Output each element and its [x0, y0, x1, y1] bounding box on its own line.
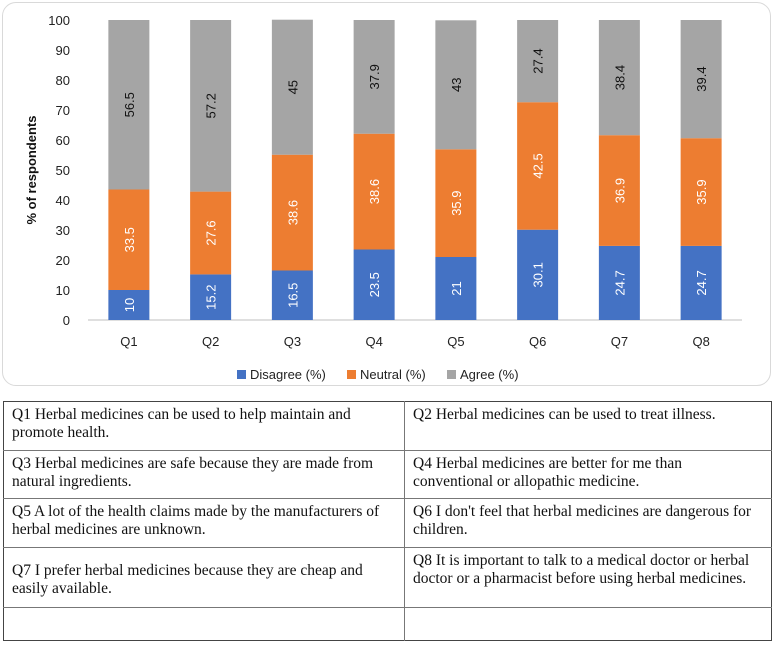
- x-tick-label: Q3: [284, 334, 301, 349]
- bar-segment: [271, 19, 313, 155]
- table-row-empty: [3, 607, 772, 641]
- bar-segment: [680, 138, 722, 246]
- x-tick-label: Q5: [447, 334, 464, 349]
- bar-segment: [435, 149, 477, 257]
- y-tick-label: 30: [56, 223, 70, 238]
- empty-cell: [3, 607, 405, 641]
- statement-q7: Q7 I prefer herbal medicines because the…: [3, 547, 405, 609]
- bar-segment: [108, 189, 150, 290]
- data-label: 24.7: [694, 270, 709, 295]
- data-label: 10: [122, 298, 137, 312]
- data-label: 15.2: [204, 285, 219, 310]
- statement-q6: Q6 I don't feel that herbal medicines ar…: [404, 498, 772, 548]
- bar-segment: [680, 245, 722, 320]
- legend-swatch: [237, 370, 246, 379]
- x-tick-label: Q1: [120, 334, 137, 349]
- legend-entry: Neutral (%): [360, 367, 426, 382]
- data-label: 21: [449, 281, 464, 295]
- data-label: 57.2: [204, 93, 219, 118]
- y-axis-ticks: 0 10 20 30 40 50 60 70 80 90 100: [48, 13, 70, 328]
- bar-segment: [108, 20, 150, 190]
- y-tick-label: 90: [56, 43, 70, 58]
- empty-cell: [405, 608, 772, 641]
- data-label: 27.4: [531, 48, 546, 73]
- data-label: 42.5: [531, 153, 546, 178]
- legend: Disagree (%) Neutral (%) Agree (%): [237, 367, 519, 382]
- y-axis-label: % of respondents: [24, 115, 39, 224]
- table-row: Q3 Herbal medicines are safe because the…: [3, 450, 772, 500]
- statement-q5: Q5 A lot of the health claims made by th…: [3, 498, 405, 548]
- bar-segment: [435, 20, 477, 150]
- y-tick-label: 80: [56, 73, 70, 88]
- data-label: 37.9: [367, 64, 382, 89]
- data-label: 39.4: [694, 66, 709, 91]
- table-row: Q5 A lot of the health claims made by th…: [3, 498, 772, 548]
- bar-segment: [517, 229, 559, 320]
- bar-segment: [353, 249, 395, 320]
- data-label: 27.6: [204, 220, 219, 245]
- x-tick-label: Q6: [529, 334, 546, 349]
- table-row: Q1 Herbal medicines can be used to help …: [3, 401, 772, 451]
- y-tick-label: 100: [48, 13, 70, 28]
- x-tick-label: Q8: [692, 334, 709, 349]
- bar-segment: [353, 20, 395, 134]
- x-tick-label: Q2: [202, 334, 219, 349]
- statement-q2: Q2 Herbal medicines can be used to treat…: [404, 401, 772, 451]
- y-tick-label: 40: [56, 193, 70, 208]
- bar-segment: [190, 191, 232, 275]
- bar-segment: [353, 133, 395, 250]
- data-label: 30.1: [531, 262, 546, 287]
- x-tick-label: Q4: [365, 334, 382, 349]
- legend-swatch: [347, 370, 356, 379]
- data-label: 16.5: [285, 283, 300, 308]
- bar-segment: [598, 20, 640, 136]
- y-tick-label: 60: [56, 133, 70, 148]
- x-tick-label: Q7: [611, 334, 628, 349]
- table-row: Q7 I prefer herbal medicines because the…: [3, 547, 772, 609]
- legend-entry: Agree (%): [460, 367, 519, 382]
- data-label: 43: [449, 78, 464, 92]
- y-tick-label: 10: [56, 283, 70, 298]
- data-label: 36.9: [612, 178, 627, 203]
- bar-segment: [517, 102, 559, 230]
- bar-segment: [190, 20, 232, 192]
- y-tick-label: 0: [63, 313, 70, 328]
- bar-segment: [190, 274, 232, 320]
- bar-segment: [435, 257, 477, 320]
- bar-segment: [680, 20, 722, 139]
- x-axis-ticks: Q1 Q2 Q3 Q4 Q5 Q6 Q7 Q8: [120, 334, 710, 349]
- bars: 10 33.5 56.5 15.2 27.6 57.2 16.5 38.6 45 23.5 38.6…: [108, 19, 722, 320]
- data-label: 56.5: [122, 92, 137, 117]
- data-label: 23.5: [367, 272, 382, 297]
- statement-q8: Q8 It is important to talk to a medical …: [404, 547, 772, 609]
- data-label: 38.6: [367, 179, 382, 204]
- data-label: 24.7: [612, 270, 627, 295]
- legend-entry: Disagree (%): [250, 367, 326, 382]
- legend-swatch: [447, 370, 456, 379]
- bar-segment: [108, 290, 150, 320]
- bar-segment: [517, 20, 559, 103]
- statement-q3: Q3 Herbal medicines are safe because the…: [3, 450, 405, 500]
- y-tick-label: 50: [56, 163, 70, 178]
- bar-segment: [271, 154, 313, 271]
- statement-q1: Q1 Herbal medicines can be used to help …: [3, 401, 405, 451]
- bar-segment: [598, 245, 640, 320]
- statement-q4: Q4 Herbal medicines are better for me th…: [404, 450, 772, 500]
- data-label: 38.6: [285, 200, 300, 225]
- stacked-bar-chart: 0 10 20 30 40 50 60 70 80 90 100 10 33.5 56.5 15.2 27.…: [24, 13, 742, 382]
- bar-segment: [271, 270, 313, 320]
- statements-table: Q1 Herbal medicines can be used to help …: [3, 401, 772, 641]
- y-tick-label: 20: [56, 253, 70, 268]
- bar-segment: [598, 135, 640, 246]
- data-label: 33.5: [122, 227, 137, 252]
- data-label: 35.9: [694, 179, 709, 204]
- y-tick-label: 70: [56, 103, 70, 118]
- data-label: 45: [285, 80, 300, 94]
- data-label: 38.4: [612, 65, 627, 90]
- data-label: 35.9: [449, 190, 464, 215]
